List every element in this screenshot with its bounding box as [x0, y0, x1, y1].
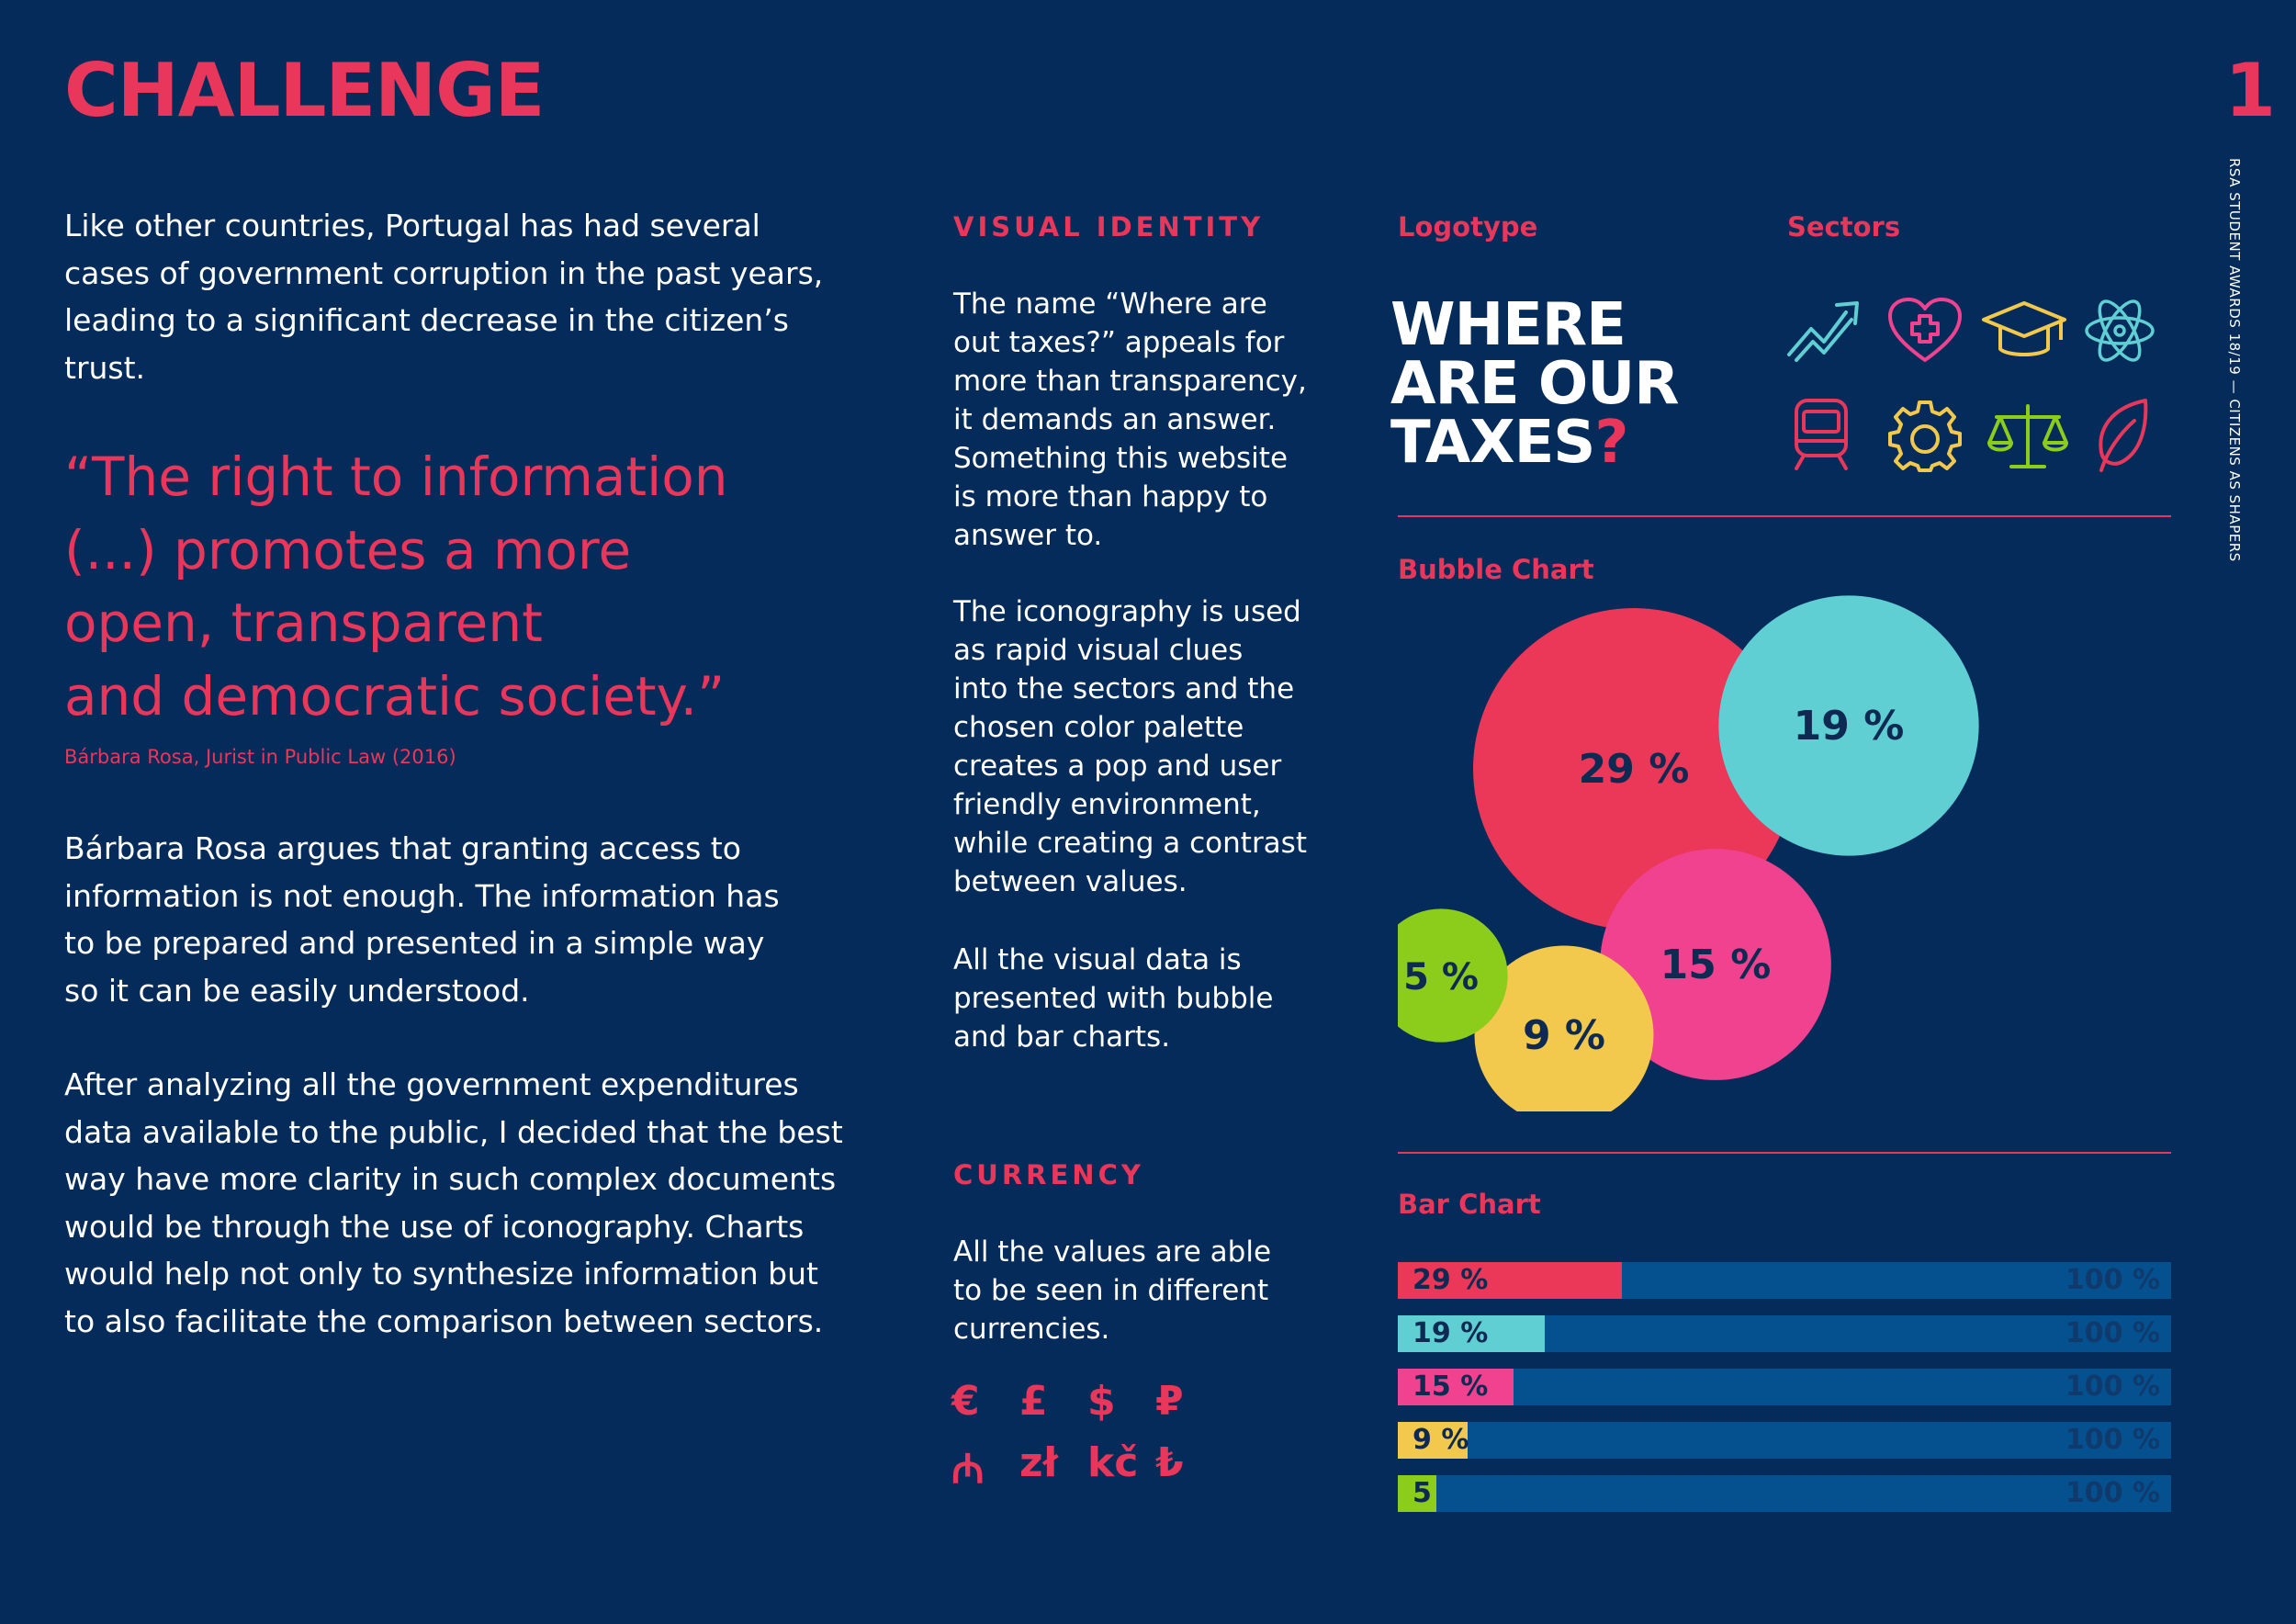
bar-max-label: 100 %: [2065, 1370, 2160, 1403]
bar-row-9: 9 % 100 %: [1398, 1422, 2171, 1459]
science-atom-icon: [2085, 299, 2155, 362]
bar-max-label: 100 %: [2065, 1317, 2160, 1349]
currency-ruble: ₽: [1155, 1378, 1184, 1425]
currency-heading: CURRENCY: [953, 1159, 1144, 1190]
bar-value-label-29: 29 %: [1412, 1264, 1489, 1296]
bubble-label-9: 9 %: [1523, 1012, 1605, 1059]
page-number: 1: [2224, 48, 2276, 133]
sectors-label: Sectors: [1787, 211, 1901, 242]
currency-symbols: € £ $ ₽ ₼ zł kč ₺: [951, 1378, 1223, 1494]
intro-paragraph: Like other countries, Portugal has had s…: [64, 208, 824, 386]
pull-quote: “The right to information (...) promotes…: [64, 445, 728, 727]
bubble-19: [1718, 595, 1979, 856]
bubble-label-15: 15 %: [1660, 942, 1772, 988]
environment-leaf-icon: [2099, 399, 2148, 472]
transport-train-icon: [1795, 399, 1848, 470]
bar-row-5: 5 100 %: [1398, 1475, 2171, 1512]
currency-pound: £: [1019, 1378, 1048, 1425]
bar-row-29: 29 % 100 %: [1398, 1262, 2171, 1299]
bar-max-label: 100 %: [2065, 1264, 2160, 1296]
currency-manat: ₼: [951, 1446, 985, 1493]
bubble-9: [1474, 945, 1654, 1111]
page-title: CHALLENGE: [64, 48, 545, 133]
bubble-chart: 29 % 19 % 15 % 9 % 5 %: [1398, 595, 1979, 1111]
bubble-5: [1398, 908, 1508, 1043]
bar-fill-9: [1398, 1422, 1468, 1459]
logotype-label: Logotype: [1398, 211, 1538, 242]
economy-chart-icon: [1787, 301, 1859, 362]
currency-zloty: zł: [1019, 1439, 1058, 1486]
currency-paragraph: All the values are able to be seen in di…: [953, 1235, 1272, 1346]
bar-value-label-15: 15 %: [1412, 1370, 1489, 1403]
education-cap-icon: [1982, 301, 2066, 356]
argument-paragraph: Bárbara Rosa argues that granting access…: [64, 830, 780, 1009]
justice-scales-icon: [1987, 404, 2068, 468]
side-caption: RSA STUDENT AWARDS 18/19 — CITIZENS AS S…: [2226, 158, 2243, 562]
visual-identity-paragraph-2: The iconography is used as rapid visual …: [953, 595, 1307, 898]
bubble-label-29: 29 %: [1579, 746, 1690, 793]
bar-value-label-19: 19 %: [1412, 1317, 1489, 1349]
bar-fill-5: [1398, 1475, 1437, 1512]
bar-max-label: 100 %: [2065, 1477, 2160, 1509]
logotype-text: WHERE ARE OUR TAXES: [1390, 291, 1679, 477]
bubble-label-19: 19 %: [1794, 703, 1905, 750]
bar-row-19: 19 % 100 %: [1398, 1315, 2171, 1352]
bar-fill-19: [1398, 1315, 1545, 1352]
visual-identity-heading: VISUAL IDENTITY: [953, 211, 1265, 242]
visual-identity-paragraph-3: All the visual data is presented with bu…: [953, 943, 1274, 1054]
bar-row-15: 15 % 100 %: [1398, 1369, 2171, 1405]
visual-identity-paragraph-1: The name “Where are out taxes?” appeals …: [953, 288, 1307, 552]
logotype: WHERE ARE OUR TAXES?: [1390, 296, 1679, 472]
currency-koruna: kč: [1087, 1439, 1139, 1486]
health-heart-icon: [1888, 298, 1962, 362]
bubble-chart-label: Bubble Chart: [1398, 554, 1594, 585]
bar-fill-29: [1398, 1262, 1623, 1299]
logotype-question-mark: ?: [1594, 409, 1628, 477]
bar-value-label-5: 5: [1412, 1477, 1432, 1509]
analysis-paragraph: After analyzing all the government expen…: [64, 1066, 843, 1339]
currency-dollar: $: [1087, 1378, 1116, 1425]
quote-source: Bárbara Rosa, Jurist in Public Law (2016…: [64, 746, 456, 768]
divider-bottom: [1398, 1152, 2171, 1154]
bar-max-label: 100 %: [2065, 1424, 2160, 1456]
currency-euro: €: [951, 1378, 980, 1425]
bubble-15: [1600, 849, 1831, 1080]
currency-lira: ₺: [1155, 1439, 1184, 1486]
bar-chart-label: Bar Chart: [1398, 1189, 1541, 1220]
bubble-label-5: 5 %: [1403, 956, 1479, 998]
bar-fill-15: [1398, 1369, 1514, 1405]
bar-value-label-9: 9 %: [1412, 1424, 1469, 1456]
industry-gear-icon: [1888, 400, 1962, 472]
divider-top: [1398, 515, 2171, 517]
